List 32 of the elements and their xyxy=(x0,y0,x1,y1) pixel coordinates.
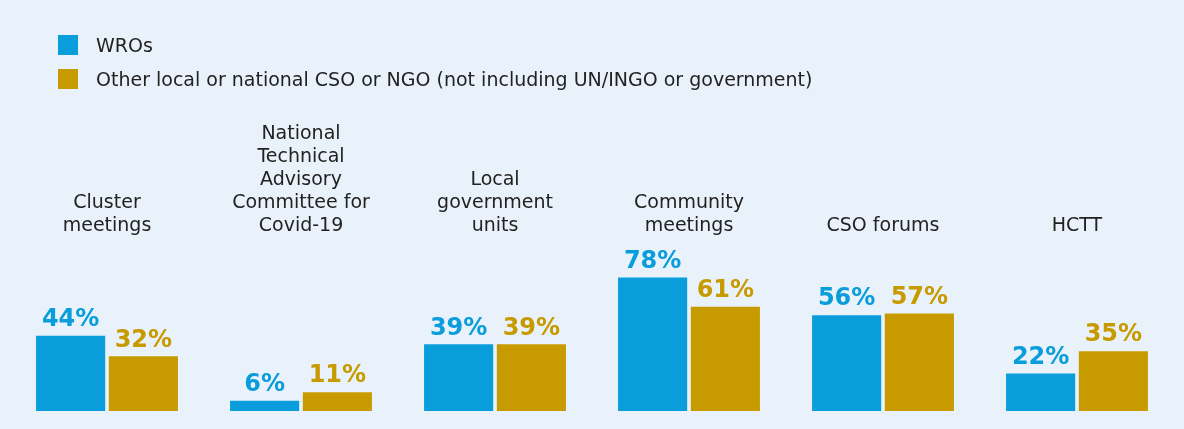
data-label: 39% xyxy=(429,312,488,341)
bar xyxy=(108,356,178,411)
bar xyxy=(618,277,688,411)
bar xyxy=(424,344,494,411)
x-tick-label: HCTT xyxy=(1051,212,1103,235)
x-tick-label: Local government units xyxy=(437,166,553,235)
legend-label: WROs xyxy=(96,34,153,56)
data-label: 78% xyxy=(623,245,682,274)
bar xyxy=(302,392,372,411)
bar xyxy=(496,344,566,411)
x-tick-label: CSO forums xyxy=(826,212,940,235)
bar xyxy=(812,315,882,411)
data-label: 22% xyxy=(1011,341,1070,370)
data-label: 6% xyxy=(244,368,285,397)
data-label: 11% xyxy=(308,360,367,389)
data-label: 61% xyxy=(696,274,755,303)
x-tick-label: Community meetings xyxy=(634,189,744,235)
data-label: 39% xyxy=(502,312,561,341)
bar xyxy=(36,335,106,411)
bar xyxy=(1006,373,1076,411)
bar xyxy=(1078,351,1148,411)
data-label: 35% xyxy=(1084,319,1143,348)
bar xyxy=(884,313,954,411)
data-label: 56% xyxy=(817,283,876,312)
legend-label: Other local or national CSO or NGO (not including UN/INGO or government) xyxy=(96,68,813,90)
bar xyxy=(230,400,300,411)
bar xyxy=(690,306,760,411)
data-label: 57% xyxy=(890,281,949,310)
x-tick-label: Cluster meetings xyxy=(62,189,152,235)
data-label: 32% xyxy=(114,324,173,353)
x-tick-label: National Technical Advisory Committee for Covid-19 xyxy=(232,121,370,235)
data-label: 44% xyxy=(41,303,100,332)
